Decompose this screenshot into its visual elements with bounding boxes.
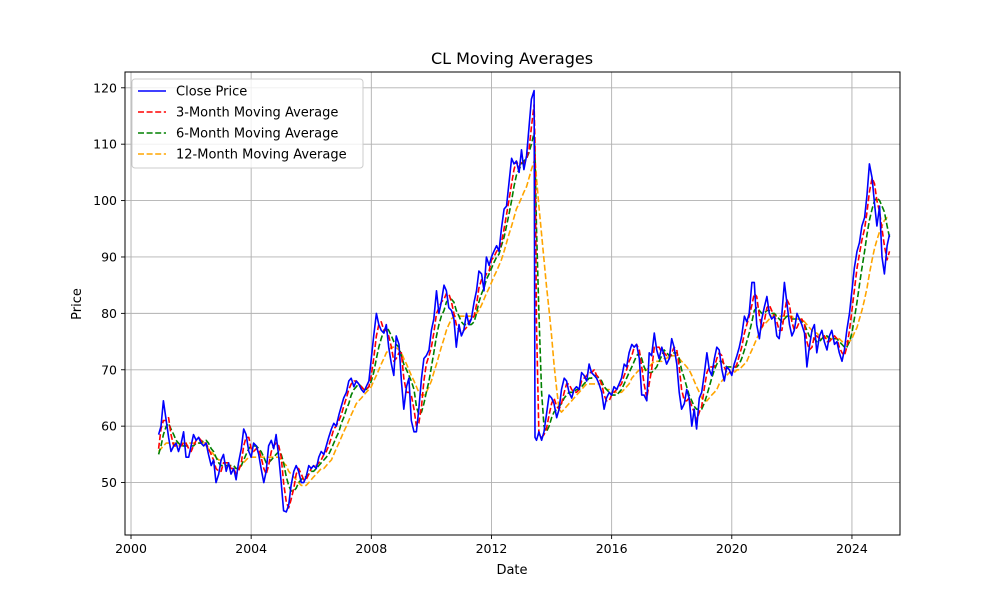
- x-axis-label: Date: [496, 563, 527, 578]
- plot-frame: [124, 71, 901, 536]
- y-tick-label: 100: [93, 193, 117, 208]
- legend: Close Price 3-Month Moving Average 6-Month…: [131, 78, 364, 169]
- legend-label: Close Price: [176, 85, 247, 100]
- x-tick-label: 2004: [235, 541, 267, 556]
- legend-label: 6-Month Moving Average: [176, 127, 338, 142]
- legend-box: [131, 78, 364, 169]
- plot-area: [157, 89, 891, 513]
- x-axis: 2000 2004 2008 2012 2016 2020 2024: [115, 535, 868, 556]
- y-tick-label: 80: [101, 306, 117, 321]
- legend-items: Close Price 3-Month Moving Average 6-Month…: [138, 85, 347, 163]
- x-tick-label: 2012: [476, 541, 508, 556]
- y-axis-label: Price: [70, 288, 85, 320]
- y-tick-label: 70: [101, 362, 117, 377]
- series-line-12-month-moving-average: [157, 157, 890, 487]
- chart-title: CL Moving Averages: [431, 49, 593, 68]
- y-tick-label: 120: [93, 80, 117, 95]
- x-tick-label: 2008: [355, 541, 387, 556]
- y-tick-label: 90: [101, 249, 117, 264]
- y-tick-label: 110: [93, 137, 117, 152]
- legend-label: 12-Month Moving Average: [176, 148, 347, 163]
- x-tick-label: 2016: [596, 541, 628, 556]
- legend-label: 3-Month Moving Average: [176, 106, 338, 121]
- series-line-close-price: [157, 89, 891, 513]
- y-tick-label: 60: [101, 419, 117, 434]
- y-tick-label: 50: [101, 475, 117, 490]
- x-tick-label: 2024: [836, 541, 868, 556]
- x-tick-label: 2020: [716, 541, 748, 556]
- grid: [125, 72, 900, 535]
- x-tick-label: 2000: [115, 541, 147, 556]
- y-axis: 50 60 70 80 90 100 110 120: [93, 80, 125, 490]
